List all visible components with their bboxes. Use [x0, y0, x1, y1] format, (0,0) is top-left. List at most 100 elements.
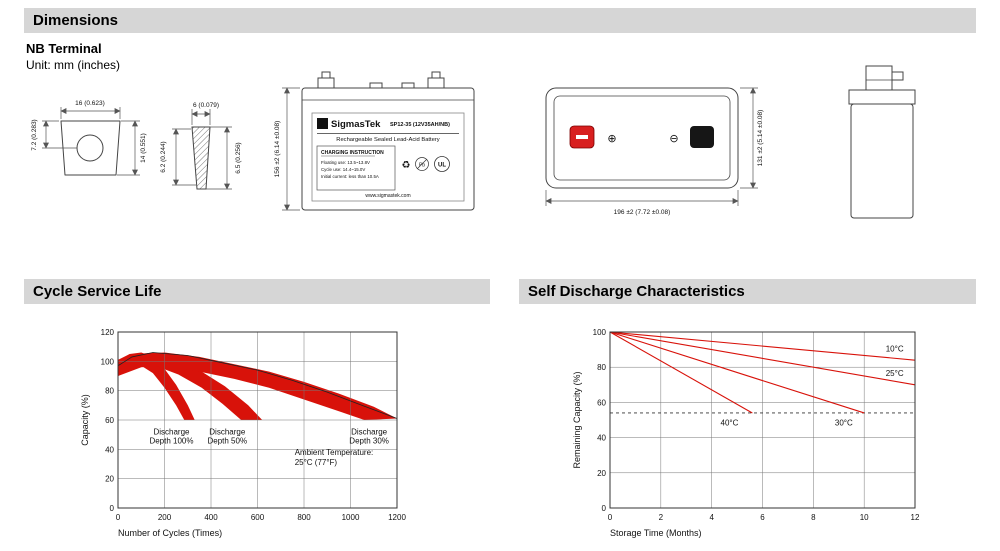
- x-tick-label: 12: [911, 513, 920, 522]
- battery-label: Σ SigmasTek SP12-35 (12V35AH/NB) Recharg…: [311, 112, 465, 202]
- y-tick-label: 40: [105, 445, 114, 454]
- battery-side-view-drawing: [848, 65, 916, 219]
- pb-icon-circle: [415, 157, 429, 171]
- y-tick-label: 20: [105, 475, 114, 484]
- self-discharge-chart: 10°C 25°C 30°C 40°C 0 2 4 6 8 10 12 0 20 40 60 80 100 Sto…: [572, 328, 920, 538]
- section-right-dimension: 6.5 (0.256): [206, 126, 242, 190]
- x-tick-label: 10: [860, 513, 869, 522]
- case-height-dimension: 131 ±2 (5.14 ±0.08): [740, 87, 764, 189]
- terminal-type-label: NB Terminal: [26, 41, 102, 56]
- annotation-text: 25°C (77°F): [295, 458, 338, 467]
- vent-right: [401, 82, 415, 89]
- section-width-dimension: 6 (0.079): [191, 102, 219, 125]
- band-area-2: [118, 352, 397, 420]
- side-terminal: [865, 65, 893, 91]
- series-label: 10°C: [886, 344, 904, 353]
- terminal-width-label: 16 (0.623): [75, 100, 105, 107]
- charging-instruction-box: [316, 145, 396, 191]
- y-tick-label: 100: [593, 328, 607, 337]
- section-right-dim-label: 6.5 (0.256): [235, 142, 242, 173]
- y-tick-label: 40: [597, 434, 606, 443]
- case-width-dim-label: 196 ±2 (7.72 ±0.08): [614, 209, 671, 216]
- x-tick-label: 1000: [342, 513, 360, 522]
- band-label: Depth 50%: [207, 437, 247, 446]
- y-axis-label: Remaining Capacity (%): [572, 371, 582, 468]
- brand-logo-icon: Σ: [320, 119, 326, 129]
- series-line: [609, 331, 865, 414]
- x-axis-label: Storage Time (Months): [610, 528, 702, 538]
- x-tick-label: 0: [608, 513, 613, 522]
- charging-line1: Floating use: 13.5~13.8V: [321, 160, 370, 165]
- y-tick-label: 0: [110, 504, 115, 513]
- series-line: [609, 331, 916, 361]
- band-label: Depth 100%: [149, 437, 193, 446]
- x-tick-label: 600: [251, 513, 265, 522]
- battery-height-dim-label: 156 ±2 (6.14 ±0.08): [274, 121, 281, 178]
- battery-top-view-drawing: ⊕ ⊖ 196 ±2 (7.72 ±0.08) 131 ±2 (5.14 ±0.…: [545, 87, 764, 216]
- case-height-dim-label: 131 ±2 (5.14 ±0.08): [757, 110, 764, 167]
- model-number: SP12-35 (12V35AH/NB): [390, 122, 450, 128]
- cycle-service-life-header: Cycle Service Life: [24, 279, 490, 304]
- band-label: Discharge: [209, 428, 246, 437]
- dimensions-section-header: Dimensions: [24, 8, 976, 33]
- band-area-1: [118, 352, 263, 420]
- outline-curve: [117, 352, 398, 419]
- terminal-height-dim-label: 14 (0.551): [140, 133, 147, 163]
- cycle-service-life-title: Cycle Service Life: [33, 283, 162, 300]
- vent-left: [369, 82, 383, 89]
- section-left-dimension: 6.2 (0.244): [160, 128, 196, 186]
- charging-line3: Initial current: less than 10.5A: [321, 174, 379, 179]
- front-terminal-posts: [317, 71, 445, 89]
- battery-front-view-drawing: Σ SigmasTek SP12-35 (12V35AH/NB) Recharg…: [274, 71, 475, 211]
- y-tick-label: 120: [101, 328, 115, 337]
- band-label: Discharge: [153, 428, 190, 437]
- terminal-section-drawing: 6 (0.079) 6.2 (0.244) 6.5 (0.256): [160, 102, 242, 190]
- y-tick-label: 20: [597, 469, 606, 478]
- x-axis-label: Number of Cycles (Times): [118, 528, 222, 538]
- band-label: Discharge: [351, 428, 388, 437]
- y-tick-label: 0: [602, 504, 607, 513]
- y-tick-label: 100: [101, 357, 115, 366]
- series-line: [609, 331, 916, 386]
- terminal-front-detail-drawing: 16 (0.623) 7.2 (0.283) 14 (0.551): [31, 100, 147, 176]
- band-area-0: [118, 352, 195, 420]
- self-discharge-title: Self Discharge Characteristics: [528, 283, 745, 300]
- case-outline: [545, 87, 739, 189]
- battery-type-text: Rechargeable Sealed Lead-Acid Battery: [336, 137, 440, 143]
- section-left-dim-label: 6.2 (0.244): [160, 141, 167, 172]
- terminal-hole-dim-label: 7.2 (0.283): [31, 119, 38, 150]
- ul-icon-circle: [434, 156, 450, 172]
- side-terminal-pin: [891, 71, 904, 81]
- series-label: 30°C: [835, 418, 853, 427]
- battery-height-dimension: 156 ±2 (6.14 ±0.08): [274, 87, 300, 211]
- y-tick-label: 80: [105, 387, 114, 396]
- case-width-dimension: 196 ±2 (7.72 ±0.08): [545, 190, 739, 216]
- x-tick-label: 800: [297, 513, 311, 522]
- y-tick-label: 80: [597, 363, 606, 372]
- series-label: 40°C: [721, 418, 739, 427]
- minus-polarity-mark: ⊖: [669, 133, 678, 145]
- terminal-hole: [76, 134, 104, 162]
- terminal-hole-dimension: 7.2 (0.283): [31, 119, 77, 151]
- unit-note: Unit: mm (inches): [26, 58, 121, 72]
- annotation-text: Ambient Temperature:: [295, 448, 374, 457]
- plot-border: [117, 331, 398, 509]
- x-tick-label: 1200: [388, 513, 406, 522]
- recycle-icon: ♻: [402, 160, 411, 171]
- charging-instruction-title: CHARGING INSTRUCTION: [321, 150, 384, 156]
- series-line: [609, 331, 753, 414]
- x-tick-label: 0: [116, 513, 121, 522]
- red-terminal-minus-bar: [576, 135, 588, 139]
- website-text: www.sigmastek.com: [365, 193, 410, 199]
- x-tick-label: 8: [811, 513, 816, 522]
- section-width-label: 6 (0.079): [193, 102, 219, 109]
- ul-icon: UL: [438, 163, 446, 169]
- y-axis-label: Capacity (%): [80, 394, 90, 446]
- terminal-width-dimension: 16 (0.623): [60, 100, 121, 119]
- band-label: Depth 30%: [349, 437, 389, 446]
- dimensions-title: Dimensions: [33, 12, 119, 29]
- x-tick-label: 4: [709, 513, 714, 522]
- self-discharge-header: Self Discharge Characteristics: [519, 279, 976, 304]
